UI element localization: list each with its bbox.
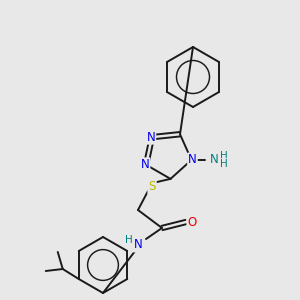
Text: N: N [141,158,149,171]
Text: H: H [220,159,227,169]
Text: H: H [125,235,133,245]
Text: S: S [148,181,156,194]
Text: N: N [147,131,155,144]
Text: N: N [210,154,219,166]
Text: O: O [188,215,196,229]
Text: H: H [220,151,227,161]
Text: N: N [134,238,142,251]
Text: N: N [188,154,197,166]
